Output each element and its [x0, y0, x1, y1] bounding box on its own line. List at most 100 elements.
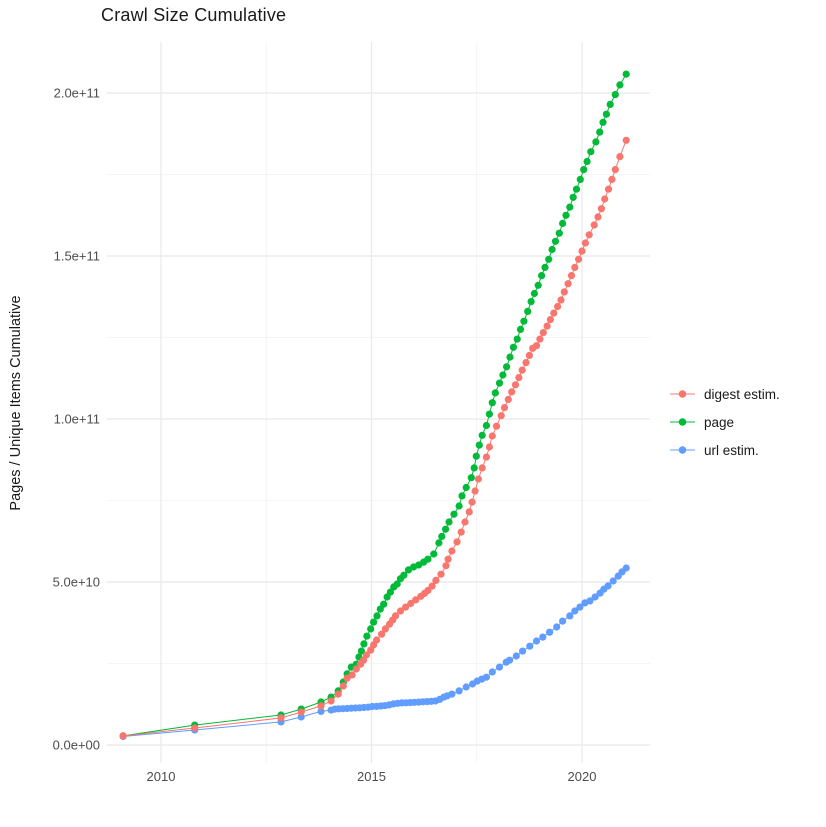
data-point-page: [551, 237, 560, 245]
data-point-page: [367, 625, 375, 633]
data-point-digest-estim: [508, 388, 516, 396]
data-point-page: [513, 335, 521, 343]
data-point-digest-estim: [474, 475, 482, 483]
data-point-digest-estim: [497, 412, 505, 420]
data-point-digest-estim: [432, 576, 440, 585]
series-line-url-estim: [123, 567, 627, 737]
legend-key-dot: [678, 390, 687, 398]
y-tick-label: 1.5e+11: [53, 248, 100, 264]
data-point-page: [495, 379, 504, 387]
data-point-url-estim: [559, 617, 567, 625]
data-point-url-estim: [571, 607, 579, 615]
data-point-page: [503, 363, 511, 371]
data-point-digest-estim: [468, 498, 476, 506]
data-point-digest-estim: [471, 487, 479, 495]
data-point-page: [458, 492, 466, 500]
data-point-page: [602, 110, 611, 118]
data-point-page: [478, 431, 486, 439]
legend-key-page: [670, 418, 695, 426]
data-point-page: [559, 219, 567, 227]
data-point-page: [499, 371, 507, 379]
data-point-url-estim: [586, 597, 594, 605]
data-point-digest-estim: [500, 404, 509, 412]
data-point-digest-estim: [560, 288, 568, 296]
data-point-url-estim: [609, 577, 617, 585]
data-point-page: [520, 317, 528, 325]
data-point-url-estim: [539, 633, 547, 641]
data-point-digest-estim: [522, 359, 530, 367]
legend-label: digest estim.: [704, 386, 780, 402]
data-point-digest-estim: [448, 547, 456, 555]
data-point-digest-estim: [444, 555, 452, 563]
data-point-url-estim: [317, 707, 325, 716]
data-point-digest-estim: [622, 136, 630, 144]
data-point-digest-estim: [437, 570, 445, 578]
data-point-digest-estim: [442, 562, 450, 570]
data-point-digest-estim: [488, 432, 496, 440]
data-point-url-estim: [546, 628, 554, 636]
data-point-page: [516, 325, 525, 333]
data-point-page: [569, 193, 577, 201]
data-point-page: [509, 343, 517, 351]
data-point-page: [587, 148, 595, 156]
data-point-page: [482, 421, 490, 430]
data-point-page: [622, 70, 630, 78]
data-point-url-estim: [576, 603, 584, 611]
data-point-digest-estim: [616, 153, 624, 161]
data-point-digest-estim: [511, 381, 520, 389]
data-point-digest-estim: [478, 464, 486, 472]
data-point-digest-estim: [348, 671, 356, 679]
data-point-page: [545, 255, 553, 263]
data-point-page: [611, 91, 619, 99]
data-point-page: [462, 483, 470, 492]
data-point-digest-estim: [601, 195, 609, 203]
data-point-digest-estim: [457, 528, 465, 536]
data-point-url-estim: [495, 663, 504, 671]
data-point-page: [592, 138, 600, 146]
data-point-page: [467, 474, 475, 482]
data-point-digest-estim: [515, 374, 523, 382]
data-point-digest-estim: [550, 309, 558, 317]
data-point-page: [450, 510, 458, 518]
data-point-url-estim: [455, 687, 463, 695]
data-point-digest-estim: [604, 185, 613, 193]
data-point-url-estim: [526, 642, 534, 650]
data-point-url-estim: [488, 668, 496, 676]
data-point-digest-estim: [581, 239, 590, 247]
data-point-digest-estim: [608, 175, 616, 183]
data-point-page: [488, 399, 496, 407]
data-point-page: [599, 118, 607, 126]
data-point-page: [430, 550, 438, 558]
data-point-digest-estim: [277, 714, 285, 722]
data-point-page: [506, 353, 514, 361]
data-point-page: [580, 166, 588, 174]
data-point-digest-estim: [575, 255, 583, 263]
legend-key-dot: [678, 446, 687, 454]
data-point-page: [400, 571, 408, 579]
data-point-page: [524, 307, 532, 315]
data-point-page: [606, 100, 614, 108]
data-point-page: [538, 272, 546, 280]
data-point-page: [485, 410, 493, 418]
y-tick-label: 0.0e+00: [52, 737, 100, 753]
data-point-digest-estim: [412, 596, 420, 604]
data-point-page: [435, 539, 443, 547]
data-point-digest-estim: [119, 732, 127, 740]
data-point-url-estim: [519, 647, 527, 655]
data-point-page: [530, 289, 539, 298]
data-point-page: [527, 298, 535, 306]
data-point-url-estim: [462, 683, 470, 691]
data-point-page: [555, 229, 563, 237]
data-point-page: [472, 452, 480, 460]
data-point-digest-estim: [465, 508, 473, 516]
data-point-digest-estim: [539, 329, 547, 337]
data-point-page: [562, 211, 570, 219]
data-point-digest-estim: [597, 205, 606, 213]
data-point-digest-estim: [373, 636, 381, 644]
data-point-digest-estim: [567, 272, 576, 280]
data-point-digest-estim: [407, 599, 415, 608]
data-point-digest-estim: [546, 316, 555, 324]
data-point-digest-estim: [402, 603, 410, 611]
